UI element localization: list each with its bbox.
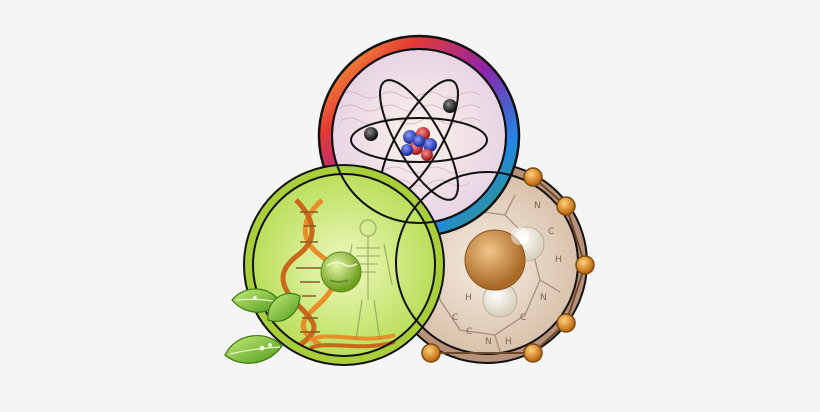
electron-icon — [443, 99, 457, 113]
electron-icon — [364, 127, 378, 141]
molecule-nodes — [421, 167, 595, 363]
node-icon — [575, 255, 595, 275]
svg-text:H: H — [505, 337, 512, 347]
molecule-sketch-icon — [434, 194, 561, 353]
svg-text:N: N — [540, 293, 547, 303]
water-molecule-icon — [464, 226, 545, 318]
svg-text:C: C — [466, 327, 472, 337]
biology-circle — [243, 164, 445, 366]
leaves-icon — [224, 288, 301, 364]
node-icon — [523, 343, 543, 363]
svg-text:C: C — [548, 227, 554, 237]
node-icon — [556, 196, 576, 216]
svg-text:N: N — [534, 201, 541, 211]
node-icon — [523, 167, 543, 187]
node-icon — [556, 313, 576, 333]
node-icon — [421, 343, 441, 363]
physics-circle — [317, 34, 521, 238]
svg-text:H: H — [465, 293, 472, 303]
svg-text:C: C — [452, 313, 458, 323]
globe-icon — [320, 251, 362, 293]
svg-text:C: C — [520, 313, 526, 323]
molecule-atom-labels: N C H N C H N C C H — [452, 201, 562, 347]
nucleus-icon — [401, 127, 437, 161]
svg-text:N: N — [485, 337, 492, 347]
svg-text:H: H — [555, 255, 562, 265]
